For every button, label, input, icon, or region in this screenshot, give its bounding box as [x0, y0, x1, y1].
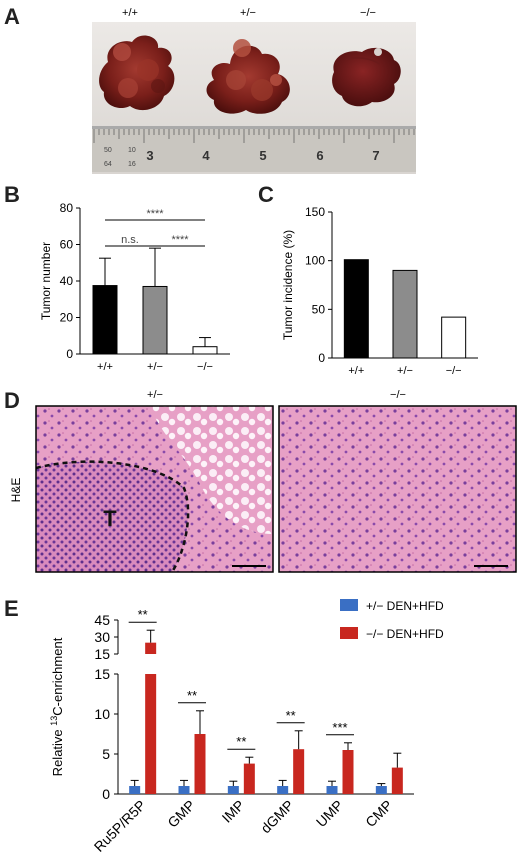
legend-label: +/− DEN+HFD — [366, 599, 444, 613]
x-tick-label: −/− — [197, 361, 213, 373]
y-tick-label: 80 — [60, 201, 74, 215]
ruler-number: 3 — [146, 148, 153, 163]
histology-genotype-het: +/− — [147, 389, 163, 401]
significance-label: *** — [332, 720, 347, 735]
ruler: 3 4 5 6 7 50 10 64 16 — [92, 126, 416, 172]
significance-label: **** — [171, 234, 189, 246]
y-tick-label: 0 — [66, 347, 73, 361]
stain-label: H&E — [9, 478, 23, 503]
x-tick-label: dGMP — [257, 797, 296, 836]
x-tick-label: UMP — [313, 797, 346, 830]
y-tick-label: 45 — [94, 612, 110, 628]
histology-image-ko — [278, 405, 517, 573]
bar — [343, 259, 369, 359]
bar — [194, 734, 206, 794]
bar — [145, 674, 157, 794]
panel-letter-e: E — [4, 596, 19, 621]
panel-letter-b: B — [4, 182, 20, 207]
x-tick-label: +/+ — [97, 361, 113, 373]
ruler-number: 5 — [259, 148, 266, 163]
bar — [178, 786, 190, 794]
bar — [142, 285, 168, 355]
y-axis-label: Relative 13C-enrichment — [49, 637, 65, 776]
tumor-boundary — [36, 460, 190, 572]
x-tick-label: +/− — [397, 365, 413, 377]
genotype-label-het: +/− — [240, 7, 256, 19]
bar — [392, 269, 418, 359]
significance-label: ** — [286, 708, 296, 723]
y-tick-label: 20 — [60, 311, 74, 325]
bar — [227, 786, 239, 794]
tumor-label: T — [103, 506, 117, 531]
y-tick-label: 150 — [305, 205, 325, 219]
bar — [243, 763, 255, 794]
histology-genotype-ko: −/− — [390, 389, 406, 401]
bar — [145, 642, 157, 654]
y-tick-label: 15 — [94, 666, 110, 682]
y-tick-label: 30 — [94, 629, 110, 645]
y-tick-label: 40 — [60, 274, 74, 288]
y-tick-label: 60 — [60, 238, 74, 252]
bar — [293, 749, 305, 794]
bar — [129, 786, 141, 794]
ruler-small-label: 10 — [128, 147, 136, 154]
genotype-label-wt: +/+ — [122, 7, 138, 19]
histology-image-het — [36, 406, 273, 572]
panel-letter-a: A — [4, 4, 20, 29]
significance-label: ** — [236, 734, 246, 749]
panel-letter-d: D — [4, 388, 20, 413]
legend-swatch — [340, 627, 358, 639]
y-tick-label: 10 — [94, 706, 110, 722]
x-tick-label: +/− — [147, 361, 163, 373]
ruler-number: 4 — [202, 148, 210, 163]
bar — [192, 346, 218, 355]
bar — [391, 767, 403, 794]
y-tick-label: 15 — [94, 646, 110, 662]
genotype-label-ko: −/− — [360, 7, 376, 19]
ruler-number: 7 — [372, 148, 379, 163]
y-tick-label: 100 — [305, 254, 325, 268]
y-tick-label: 5 — [102, 746, 110, 762]
significance-label: ** — [187, 688, 197, 703]
bar — [277, 786, 289, 794]
panel-a-figure: +/+ +/− −/− 3 4 5 6 7 50 10 64 16 — [92, 7, 416, 174]
x-tick-label: CMP — [362, 797, 395, 830]
y-tick-label: 0 — [318, 351, 325, 365]
significance-label: **** — [146, 208, 164, 220]
y-axis-label: Tumor incidence (%) — [281, 230, 295, 340]
bar — [342, 750, 354, 794]
x-tick-label: GMP — [164, 797, 198, 831]
ruler-small-label: 64 — [104, 161, 112, 168]
y-tick-label: 50 — [312, 302, 326, 316]
y-axis-label: Tumor number — [39, 242, 53, 320]
x-tick-label: IMP — [219, 797, 248, 826]
y-tick-label: 0 — [102, 786, 110, 802]
ruler-small-label: 50 — [104, 147, 112, 154]
liver-ko — [332, 47, 401, 107]
liver-wt — [99, 35, 175, 111]
ruler-small-label: 16 — [128, 161, 136, 168]
ruler-number: 6 — [316, 148, 323, 163]
panel-d-figure: +/− −/− H&E T — [9, 389, 517, 573]
legend-swatch — [340, 599, 358, 611]
panel-letter-c: C — [258, 182, 274, 207]
legend-label: −/− DEN+HFD — [366, 627, 444, 641]
bar — [375, 786, 387, 794]
x-tick-label: +/+ — [348, 365, 364, 377]
chart-c: 0 50 100 150 Tumor incidence (%) +/+ +/− −/− — [281, 205, 478, 377]
significance-label: n.s. — [121, 234, 139, 246]
x-tick-label: Ru5P/R5P — [91, 797, 149, 855]
bar — [92, 285, 118, 355]
chart-b: 0 20 40 60 80 Tumor number +/+ +/− −/− **** n.s. **… — [39, 201, 230, 373]
bar — [441, 316, 467, 359]
bar — [326, 786, 338, 794]
x-tick-label: −/− — [446, 365, 462, 377]
significance-label: ** — [138, 607, 148, 622]
liver-het — [206, 39, 290, 114]
